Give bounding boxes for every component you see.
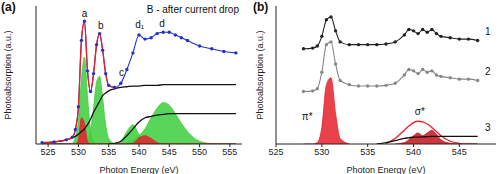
svg-text:Photon Energy (eV): Photon Energy (eV)	[99, 165, 178, 174]
svg-text:540: 540	[406, 147, 421, 157]
html-text:b: b	[98, 19, 104, 31]
html-text:B - after current drop: B - after current drop	[146, 3, 239, 15]
html-text:(b): (b)	[253, 0, 269, 14]
svg-text:555: 555	[222, 147, 237, 157]
html-text:3: 3	[485, 121, 491, 133]
svg-text:530: 530	[71, 147, 86, 157]
svg-text:535: 535	[101, 147, 116, 157]
html-text:Photoabsorption (a.u.): Photoabsorption (a.u.)	[255, 30, 265, 120]
html-text:d₁: d₁	[135, 18, 145, 30]
svg-text:Photon Energy (eV): Photon Energy (eV)	[346, 165, 425, 174]
html-text:a: a	[81, 7, 88, 19]
html-text:(a): (a)	[1, 0, 16, 14]
svg-text:545: 545	[452, 147, 467, 157]
html-text:1: 1	[485, 25, 491, 37]
svg-text:530: 530	[314, 147, 329, 157]
svg-text:525: 525	[268, 147, 283, 157]
html-text:σ*: σ*	[414, 105, 425, 117]
html-text:Photoabsorption (a.u.): Photoabsorption (a.u.)	[3, 30, 13, 120]
html-text:2: 2	[485, 65, 491, 77]
svg-text:525: 525	[41, 147, 56, 157]
svg-text:540: 540	[131, 147, 146, 157]
svg-text:535: 535	[360, 147, 375, 157]
svg-text:545: 545	[162, 147, 177, 157]
html-text:d: d	[159, 17, 165, 28]
svg-text:550: 550	[192, 147, 207, 157]
html-text:π*: π*	[301, 110, 313, 122]
html-text:c: c	[118, 66, 124, 78]
